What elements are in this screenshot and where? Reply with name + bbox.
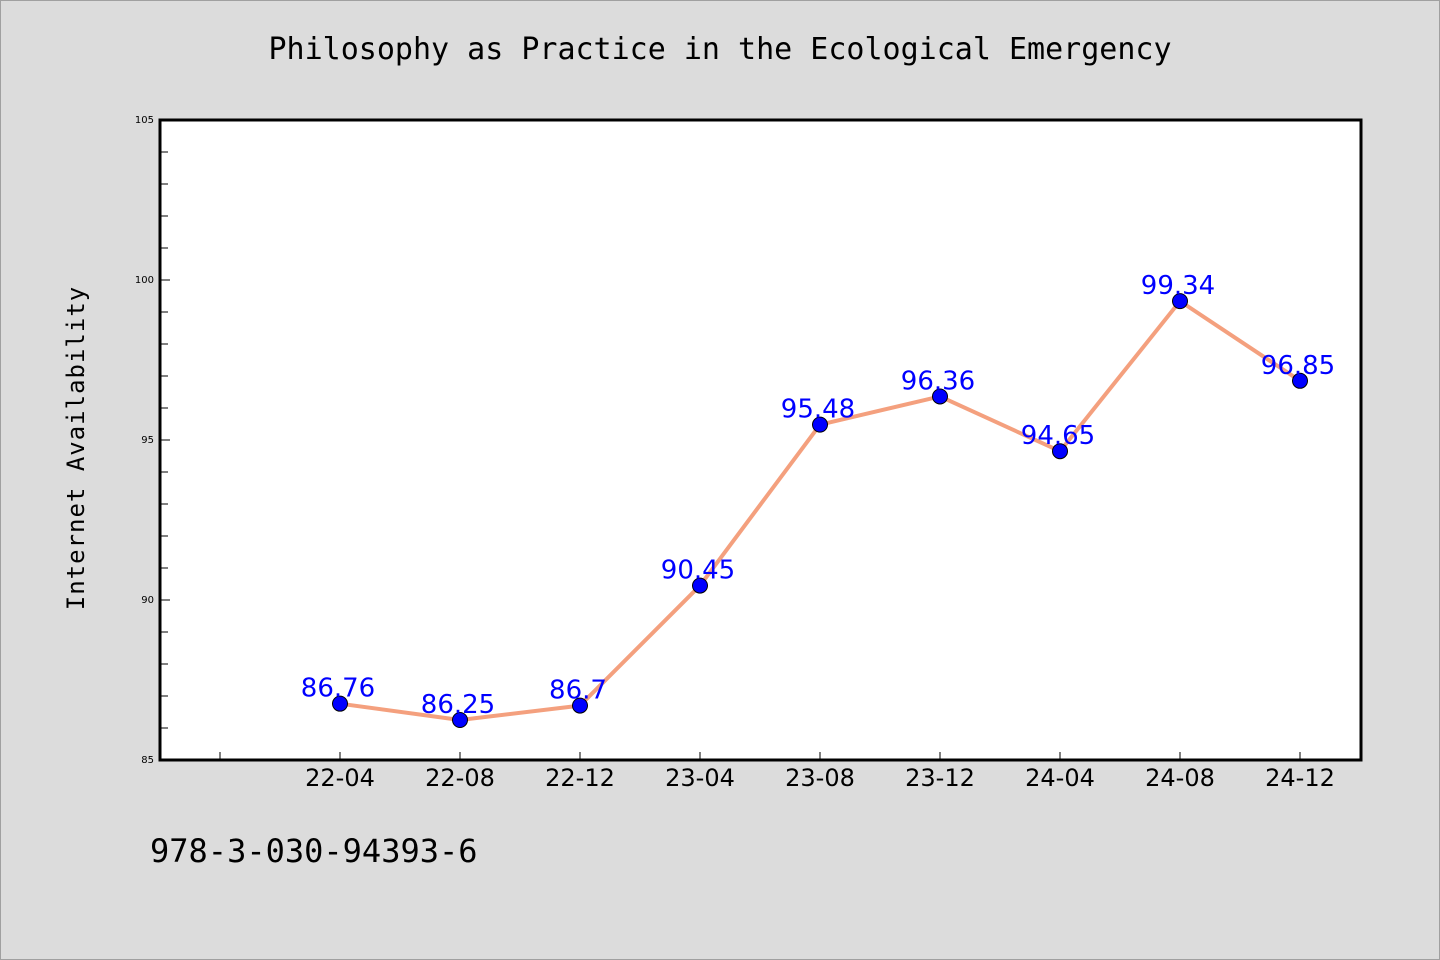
chart-title: Philosophy as Practice in the Ecological…: [268, 32, 1172, 67]
x-tick-label: 23-04: [665, 764, 735, 792]
data-point: [812, 416, 828, 433]
data-labels-group: 86.76 86.25 86.7 90.45 95.48 96.36 94.65 99.34 9…: [301, 271, 1335, 720]
y-tick-label: 95: [141, 435, 154, 446]
data-label: 90.45: [661, 556, 735, 586]
data-point: [932, 388, 948, 405]
data-label: 94.65: [1021, 421, 1095, 451]
data-point: [692, 577, 708, 594]
x-tick-label: 24-04: [1025, 764, 1095, 792]
x-tick-label: 22-04: [305, 764, 375, 792]
data-label: 96.85: [1261, 351, 1335, 381]
x-tick-label: 22-08: [425, 764, 495, 792]
data-point: [572, 697, 588, 714]
data-label: 86.76: [301, 674, 375, 704]
data-point: [1172, 293, 1188, 310]
data-point: [1292, 372, 1308, 389]
data-label: 86.25: [421, 690, 495, 720]
data-point: [332, 695, 348, 712]
x-tick-label: 23-12: [905, 764, 975, 792]
x-tick-label: 22-12: [545, 764, 615, 792]
data-point: [452, 712, 468, 728]
y-tick-label: 90: [141, 595, 154, 606]
x-tick-label: 23-08: [785, 764, 855, 792]
x-tick-label: 24-12: [1265, 764, 1335, 792]
data-label: 96.36: [901, 366, 975, 396]
y-tick-label: 100: [135, 275, 154, 286]
plot-area: [158, 118, 1363, 762]
isbn-text: 978-3-030-94393-6: [150, 832, 478, 870]
data-label: 86.7: [549, 676, 607, 706]
data-label: 95.48: [781, 395, 855, 425]
x-axis: 22-04 22-08 22-12 23-04 23-08 23-12 24-04 24-08…: [219, 752, 1335, 792]
y-axis-label: Internet Availability: [62, 286, 90, 610]
x-tick-label: 24-08: [1145, 764, 1215, 792]
y-tick-label: 85: [141, 755, 154, 766]
y-axis: 85 90 95 100 105: [135, 115, 170, 766]
data-point: [1052, 443, 1068, 460]
data-label: 99.34: [1141, 271, 1215, 301]
y-tick-label: 105: [135, 115, 154, 126]
markers-group: [332, 293, 1308, 728]
